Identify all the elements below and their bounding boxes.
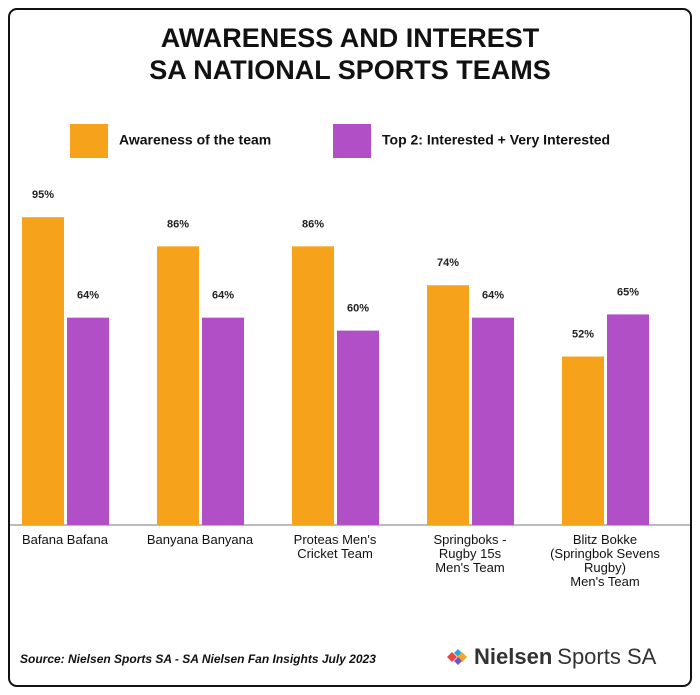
value-label: 86% (167, 218, 189, 230)
legend-swatch (333, 124, 371, 158)
bar (292, 246, 334, 526)
value-label: 64% (77, 290, 99, 302)
value-label: 64% (482, 290, 504, 302)
bar (607, 314, 649, 525)
brand-sub: Sports SA (557, 644, 657, 669)
bar (202, 317, 244, 525)
bar (562, 356, 604, 525)
x-tick-label: Bafana Bafana (21, 532, 109, 547)
x-tick-label: Blitz Bokke (Springbok Sevens Rugby) Men… (550, 532, 660, 589)
bar (67, 317, 109, 525)
value-label: 60% (347, 303, 369, 315)
value-label: 65% (617, 286, 639, 298)
source-note: Source: Nielsen Sports SA - SA Nielsen F… (20, 652, 376, 666)
bar (22, 217, 64, 525)
brand-name: Nielsen (474, 644, 553, 669)
value-label: 64% (212, 290, 234, 302)
brand-icon (447, 649, 467, 665)
legend-label: Awareness of the team (119, 132, 271, 148)
value-label: 86% (302, 218, 324, 230)
x-tick-label: Banyana Banyana (146, 532, 254, 547)
legend-swatch (70, 124, 108, 158)
value-label: 95% (32, 189, 54, 201)
bar (472, 317, 514, 525)
value-label: 52% (572, 328, 594, 340)
brand-logo: Nielsen Sports SA (445, 644, 656, 670)
value-label: 74% (437, 257, 459, 269)
chart-title: AWARENESS AND INTEREST SA NATIONAL SPORT… (149, 23, 551, 85)
x-tick-label: Springboks - Rugby 15s Men's Team (433, 532, 507, 575)
legend-label: Top 2: Interested + Very Interested (382, 132, 610, 148)
bar (337, 330, 379, 525)
frame (8, 8, 692, 687)
bar (427, 285, 469, 525)
bar (157, 246, 199, 526)
x-tick-label: Proteas Men's Cricket Team (293, 532, 377, 561)
